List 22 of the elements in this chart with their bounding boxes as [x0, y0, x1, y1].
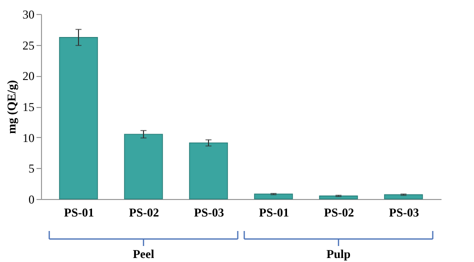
x-tick-label: PS-02: [129, 206, 159, 220]
x-tick-label: PS-01: [64, 206, 94, 220]
y-tick-label: 30: [22, 8, 34, 22]
y-tick-label: 15: [22, 100, 34, 114]
y-tick-label: 10: [22, 130, 34, 145]
bar: [124, 134, 163, 200]
y-tick-label: 25: [22, 38, 34, 52]
y-tick-label: 0: [28, 192, 34, 206]
text: Pulp: [326, 247, 351, 261]
y-tick-label: 20: [22, 69, 34, 84]
x-tick-label: PS-03: [389, 206, 419, 220]
bar: [189, 142, 228, 200]
bar: [59, 37, 98, 200]
text: Peel: [132, 247, 155, 261]
y-axis-title: mg (QE/g): [4, 80, 18, 134]
bar: [384, 194, 423, 200]
x-tick-label: PS-03: [194, 206, 224, 220]
x-tick-label: PS-02: [324, 206, 354, 220]
y-tick-label: 5: [28, 162, 34, 176]
x-tick-label: PS-01: [259, 206, 289, 220]
bar: [319, 196, 358, 200]
bar: [254, 194, 293, 200]
